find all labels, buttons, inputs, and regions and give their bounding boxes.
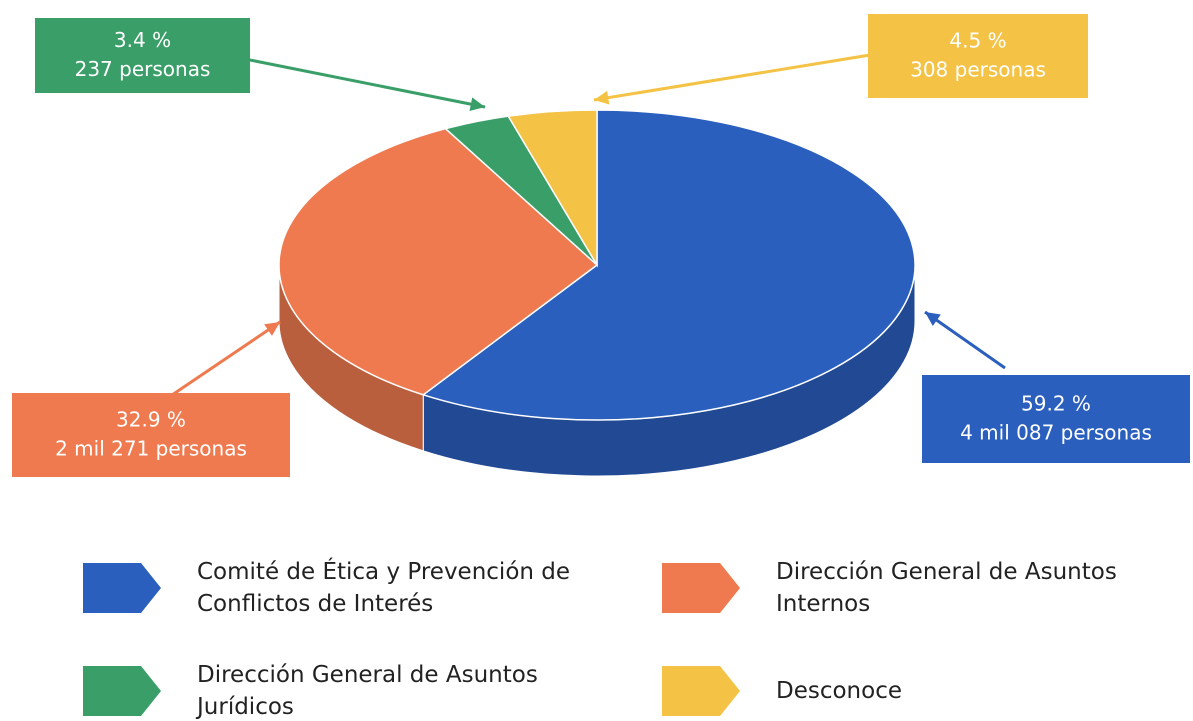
legend-icon [662, 563, 740, 613]
person-label: 308 personas [910, 58, 1046, 82]
legend-swatch [662, 563, 740, 613]
legend-swatch [83, 563, 161, 613]
label-box [35, 18, 250, 93]
pie-slice [278, 127, 599, 396]
leader-arrow [593, 53, 871, 102]
arrow-head [925, 312, 941, 326]
legend-icon [83, 563, 161, 613]
person-label: 2 mil 271 personas [55, 437, 247, 461]
legend-icon [662, 666, 740, 716]
label-box [12, 393, 290, 477]
label-box [922, 375, 1190, 463]
legend-swatch [83, 666, 161, 716]
value-label: 3.4 % [114, 28, 171, 52]
leader-arrow [171, 320, 281, 397]
legend-label: Dirección General de Asuntos Jurídicos [197, 661, 538, 720]
legend-swatch [662, 666, 740, 716]
person-label: 237 personas [75, 57, 211, 81]
arrow-head [469, 97, 485, 111]
legend-item: Comité de Ética y Prevención de Conflict… [83, 557, 617, 619]
legend-label: Dirección General de Asuntos Internos [776, 558, 1117, 617]
person-label: 4 mil 087 personas [960, 421, 1152, 445]
leader-arrow [924, 310, 1006, 370]
label-box [868, 14, 1088, 98]
pie-slice [421, 109, 916, 421]
legend-item: Dirección General de Asuntos Jurídicos [83, 660, 617, 721]
arrow-head [594, 90, 610, 105]
legend-item: Dirección General de Asuntos Internos [662, 557, 1193, 619]
legend-icon [83, 666, 161, 716]
value-label: 32.9 % [116, 408, 186, 432]
legend-label: Desconoce [776, 677, 903, 704]
arrow-head [264, 322, 280, 336]
legend-label: Comité de Ética y Prevención de Conflict… [197, 558, 571, 617]
legend-item: Desconoce [662, 660, 1193, 721]
value-label: 4.5 % [949, 29, 1006, 53]
value-label: 59.2 % [1021, 392, 1091, 416]
pie-slice [507, 109, 598, 268]
